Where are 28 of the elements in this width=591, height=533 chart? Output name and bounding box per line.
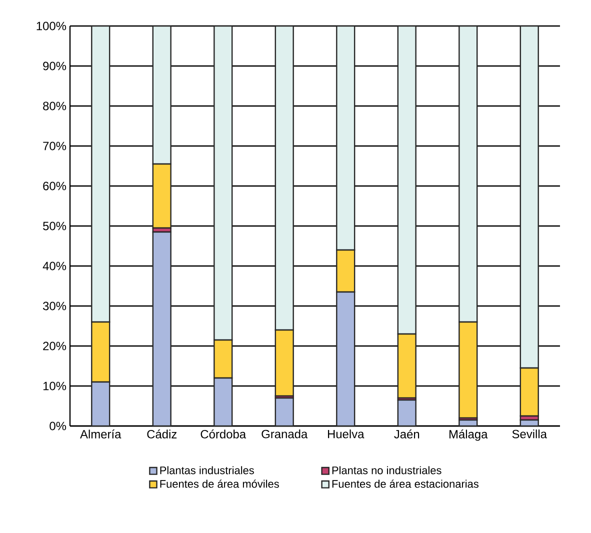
y-tick-label: 80%	[43, 102, 66, 110]
legend-label: Plantas no industriales	[332, 466, 442, 474]
y-tick-label: 90%	[43, 62, 66, 70]
legend-label: Fuentes de área móviles	[160, 480, 279, 488]
x-tick-label: Granada	[262, 430, 308, 438]
bar	[152, 231, 172, 427]
y-tick-label: 60%	[43, 182, 66, 190]
x-tick-label: Huelva	[328, 430, 364, 438]
y-tick-label: 10%	[43, 382, 66, 390]
x-tick-label: Córdoba	[200, 430, 246, 438]
bar	[274, 397, 294, 427]
y-tick-label: 70%	[43, 142, 66, 150]
y-tick-label: 20%	[43, 342, 66, 350]
bar	[520, 419, 539, 427]
bar	[458, 419, 478, 427]
legend-label: Plantas industriales	[160, 466, 254, 474]
x-tick-label: Málaga	[450, 430, 488, 441]
x-tick-label: Almería	[80, 430, 122, 438]
x-tick-label: Sevilla	[512, 430, 547, 438]
y-tick-label: 0%	[50, 422, 66, 430]
y-tick-label: 50%	[43, 222, 66, 230]
bar	[397, 399, 416, 427]
y-tick-label: 100%	[36, 22, 66, 30]
x-tick-label: Jaén	[394, 430, 420, 438]
y-tick-label: 30%	[43, 302, 66, 310]
legend-label: Fuentes de área estacionarias	[332, 480, 478, 488]
x-tick-label: Cádiz	[147, 430, 177, 438]
y-tick-label: 40%	[42, 262, 66, 270]
